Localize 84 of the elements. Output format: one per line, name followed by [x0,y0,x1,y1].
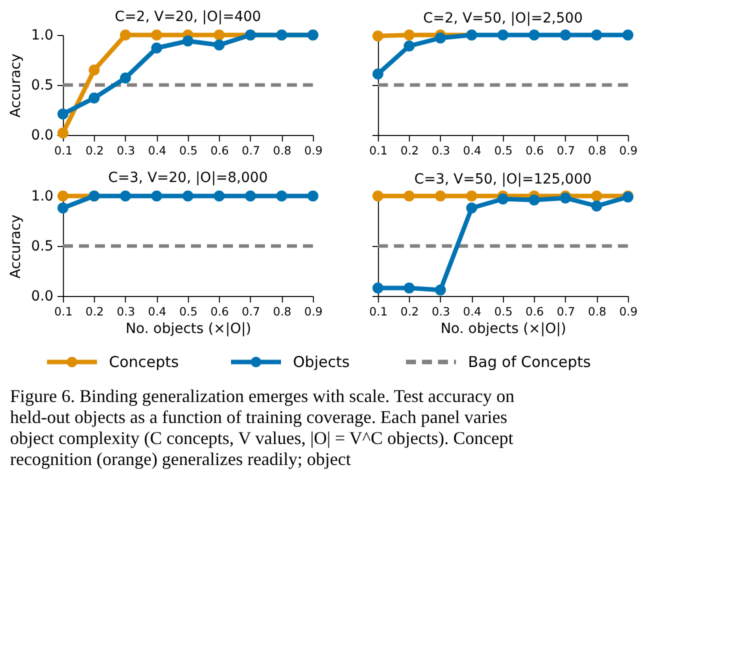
point [466,202,478,214]
x-tick-label: 0.7 [242,144,260,158]
chart-title: C=2, V=50, |O|=2,500 [423,10,583,27]
x-tick-label: 0.8 [588,144,606,158]
point [372,68,384,80]
x-tick-label: 0.9 [304,304,323,318]
point [560,30,571,40]
x-tick-label: 0.6 [526,144,544,158]
x-tick-label: 0.3 [432,304,450,318]
x-tick-label: 0.9 [304,144,323,158]
point [434,284,446,296]
x-tick-label: 0.6 [210,304,229,318]
y-tick-label: 1.0 [31,28,54,44]
point [88,64,100,76]
y-axis-title: Accuracy [8,214,24,278]
point [88,92,100,104]
x-tick-label: 0.2 [400,144,419,158]
point [497,194,508,204]
x-tick-label: 0.5 [494,144,513,158]
x-tick-label: 0.2 [400,304,419,318]
x-tick-label: 0.4 [148,304,166,318]
x-tick-label: 0.9 [619,304,638,318]
point [497,30,508,40]
x-tick-label: 0.6 [210,144,229,158]
x-tick-label: 0.8 [273,144,292,158]
point [591,200,602,212]
x-tick-label: 0.2 [86,144,104,158]
y-tick-label: 0.0 [31,288,54,304]
y-tick-label: 0.0 [31,128,54,144]
point [372,282,384,294]
x-tick-label: 0.5 [179,144,198,158]
point [151,30,162,40]
chart-title: C=2, V=20, |O|=400 [114,9,262,25]
x-axis-title: No. objects (×|O|) [440,321,566,337]
x-tick-label: 0.6 [526,304,544,318]
point [214,30,225,40]
x-tick-label: 0.7 [556,144,576,158]
y-tick-label: 1.0 [31,188,54,204]
point [404,282,415,294]
chart-title: C=3, V=50, |O|=125,000 [414,172,592,188]
point [404,190,415,202]
x-tick-label: 0.4 [148,144,166,158]
point [404,30,415,40]
x-tick-label: 0.5 [494,304,513,318]
point [434,190,446,202]
x-axis-title: No. objects (×|O|) [126,321,252,337]
point [528,194,540,206]
legend-label: Bag of Concepts [468,353,592,371]
point [434,32,446,44]
x-tick-label: 0.7 [242,304,260,318]
point [120,30,131,40]
y-tick-label: 0.5 [31,238,54,254]
point [57,108,68,120]
y-tick-label: 0.5 [31,78,54,94]
x-tick-label: 0.1 [54,144,73,158]
x-tick-label: 0.4 [463,304,482,318]
x-tick-label: 0.4 [463,144,482,158]
caption: Figure 6. Binding generalization emerges with scale. Test accuracy on held-out objects as a function of training coverage. Each panel varies object complexity (C concepts, V values, |O| = V^C objects). Concept recognition (orange) generalizes readily; object [10,386,514,469]
point [151,42,162,54]
chart-title: C=3, V=20, |O|=8,000 [108,170,268,186]
x-tick-label: 0.2 [86,304,104,318]
point [528,30,540,40]
x-tick-label: 0.3 [116,304,136,318]
x-tick-label: 0.5 [179,304,198,318]
legend-label: Objects [293,353,350,371]
point [182,36,194,46]
legend-label: Concepts [109,353,180,371]
y-axis-title: Accuracy [8,54,24,118]
x-tick-label: 0.8 [588,304,606,318]
point [622,30,634,40]
x-tick-label: 0.1 [369,144,388,158]
x-tick-label: 0.7 [556,304,576,318]
point [591,190,602,202]
point [466,190,478,202]
point [120,72,131,84]
point [214,40,225,50]
point [591,30,602,40]
x-tick-label: 0.3 [432,144,450,158]
point [404,40,415,52]
x-tick-label: 0.9 [619,144,638,158]
x-tick-label: 0.3 [116,144,136,158]
x-tick-label: 0.1 [369,304,388,318]
x-tick-label: 0.1 [54,304,73,318]
x-tick-label: 0.8 [273,304,292,318]
